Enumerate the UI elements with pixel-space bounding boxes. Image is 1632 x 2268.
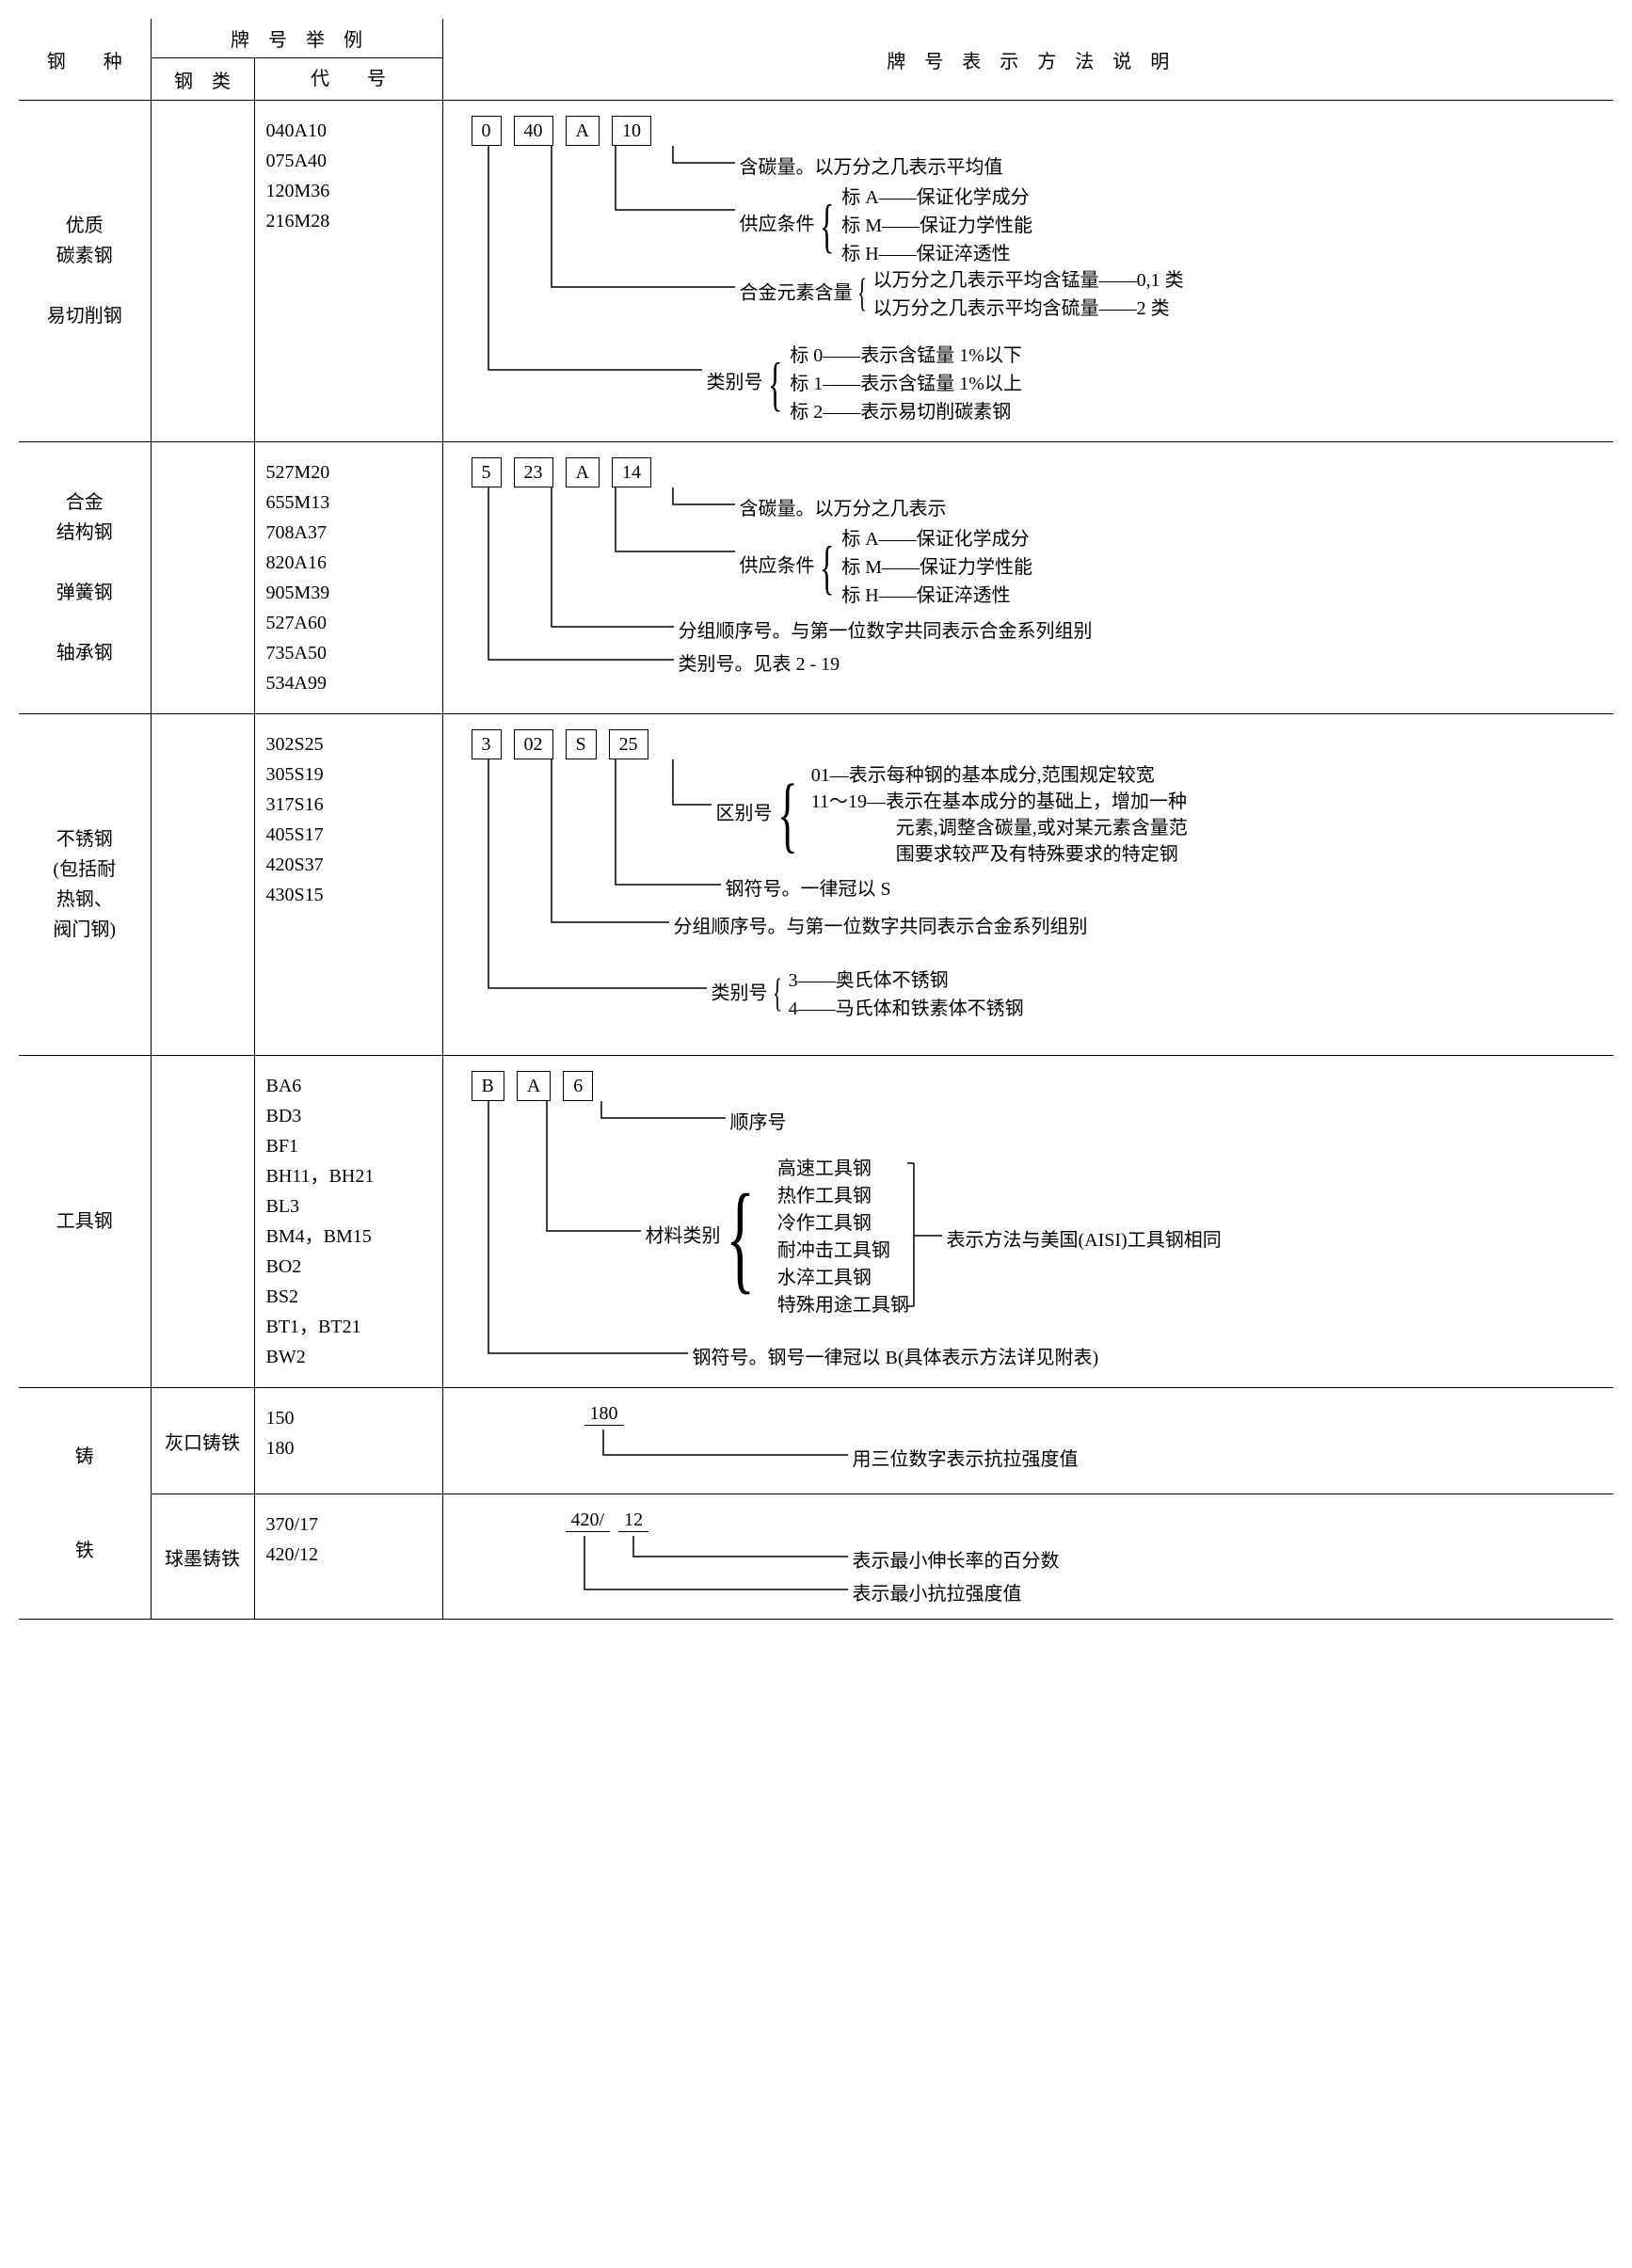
type-alloy: 合金 结构钢 弹簧钢 轴承钢 xyxy=(56,487,113,669)
sub-alloy xyxy=(151,442,254,714)
diagram-carbon: 0 40 A 10 含碳量。以万分之几表示平均值 供应条件 { 标 A——保证 xyxy=(472,116,1603,426)
hdr-code: 代 号 xyxy=(311,69,386,89)
codes-stainless: 302S25305S19 317S16405S17 420S37430S15 xyxy=(254,714,442,1056)
diagram-alloy: 5 23 A 14 含碳量。以万分之几表示 供应条件 { 标 A——保证化学成 xyxy=(472,457,1603,693)
connectors-tool xyxy=(472,1071,1601,1372)
codes-tool: BA6BD3 BF1BH11，BH21 BL3BM4，BM15 BO2BS2 B… xyxy=(254,1056,442,1388)
hdr-steel-type: 钢 种 xyxy=(19,19,151,101)
type-castiron: 铸 铁 xyxy=(75,1433,94,1574)
type-stainless: 不锈钢 (包括耐 热钢、 阀门钢) xyxy=(53,823,116,946)
sub-stainless xyxy=(151,714,254,1056)
row-tool: 工具钢 BA6BD3 BF1BH11，BH21 BL3BM4，BM15 BO2B… xyxy=(19,1056,1613,1388)
header-row-1: 钢 种 牌 号 举 例 牌 号 表 示 方 法 说 明 xyxy=(19,19,1613,58)
diagram-grey-iron: 180 用三位数字表示抗拉强度值 xyxy=(472,1403,1603,1478)
codes-carbon: 040A10 075A40 120M36 216M28 xyxy=(254,101,442,442)
hdr-example-group: 牌 号 举 例 xyxy=(231,30,362,51)
row-castiron-ductile: 球墨铸铁 370/17 420/12 420/ 12 表示最小伸长率的百分数 表… xyxy=(19,1494,1613,1620)
sub-tool xyxy=(151,1056,254,1388)
sub-grey-iron: 灰口铸铁 xyxy=(165,1433,240,1454)
diagram-tool: B A 6 顺序号 材料类别 { 高速工具钢 xyxy=(472,1071,1603,1372)
steel-grades-table: 钢 种 牌 号 举 例 牌 号 表 示 方 法 说 明 钢 类 代 号 优质 碳… xyxy=(19,19,1613,1620)
codes-alloy: 527M20655M13 708A37820A16 905M39527A60 7… xyxy=(254,442,442,714)
codes-grey-iron: 150 180 xyxy=(254,1388,442,1494)
row-stainless: 不锈钢 (包括耐 热钢、 阀门钢) 302S25305S19 317S16405… xyxy=(19,714,1613,1056)
codes-ductile-iron: 370/17 420/12 xyxy=(254,1494,442,1620)
row-castiron-grey: 铸 铁 灰口铸铁 150 180 180 用三位数字表示抗拉强度值 xyxy=(19,1388,1613,1494)
row-alloy: 合金 结构钢 弹簧钢 轴承钢 527M20655M13 708A37820A16… xyxy=(19,442,1613,714)
diagram-stainless: 3 02 S 25 区别号 { 01—表示每种钢的基本成分,范围规定较宽 xyxy=(472,729,1603,1040)
row-carbon: 优质 碳素钢 易切削钢 040A10 075A40 120M36 216M28 … xyxy=(19,101,1613,442)
sub-ductile-iron: 球墨铸铁 xyxy=(165,1549,240,1570)
sub-carbon xyxy=(151,101,254,442)
connectors-alloy xyxy=(472,457,1601,693)
diagram-ductile-iron: 420/ 12 表示最小伸长率的百分数 表示最小抗拉强度值 xyxy=(472,1509,1603,1604)
hdr-steel-class: 钢 类 xyxy=(174,72,231,92)
hdr-explain: 牌 号 表 示 方 法 说 明 xyxy=(887,52,1169,72)
type-carbon: 优质 碳素钢 易切削钢 xyxy=(47,210,122,332)
type-tool: 工具钢 xyxy=(56,1206,113,1238)
